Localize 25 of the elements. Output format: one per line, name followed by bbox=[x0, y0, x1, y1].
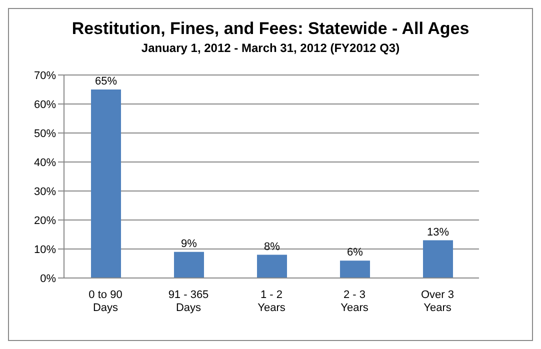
data-label: 9% bbox=[181, 238, 198, 250]
x-tick-label: 2 - 3 Years bbox=[340, 289, 369, 314]
chart-subtitle: January 1, 2012 - March 31, 2012 (FY2012 Q3) bbox=[140, 41, 401, 55]
y-tick-label: 60% bbox=[34, 98, 56, 111]
x-tick-label: Over 3 Years bbox=[420, 289, 454, 314]
bar bbox=[174, 252, 204, 278]
y-tick-label: 30% bbox=[34, 186, 56, 198]
chart-title: Restitution, Fines, and Fees: Statewide - All Ages bbox=[70, 19, 470, 39]
data-label: 6% bbox=[347, 246, 364, 259]
y-tick-label: 40% bbox=[34, 156, 56, 169]
x-tick-label: 0 to 90 Days bbox=[88, 289, 122, 314]
y-tick-label: 20% bbox=[34, 214, 56, 227]
y-tick-label: 0% bbox=[40, 272, 56, 285]
x-tick-label: 1 - 2 Years bbox=[258, 289, 286, 314]
data-label: 8% bbox=[264, 240, 280, 253]
y-tick-label: 10% bbox=[34, 244, 56, 256]
data-label: 13% bbox=[426, 226, 450, 238]
y-tick-label: 70% bbox=[34, 70, 56, 82]
bar bbox=[91, 90, 121, 278]
y-tick-label: 50% bbox=[34, 128, 56, 140]
x-tick-label: 91 - 365 Days bbox=[168, 289, 209, 314]
data-label: 65% bbox=[94, 76, 118, 88]
bar bbox=[340, 260, 370, 278]
bar bbox=[257, 254, 287, 278]
bar bbox=[423, 240, 453, 278]
